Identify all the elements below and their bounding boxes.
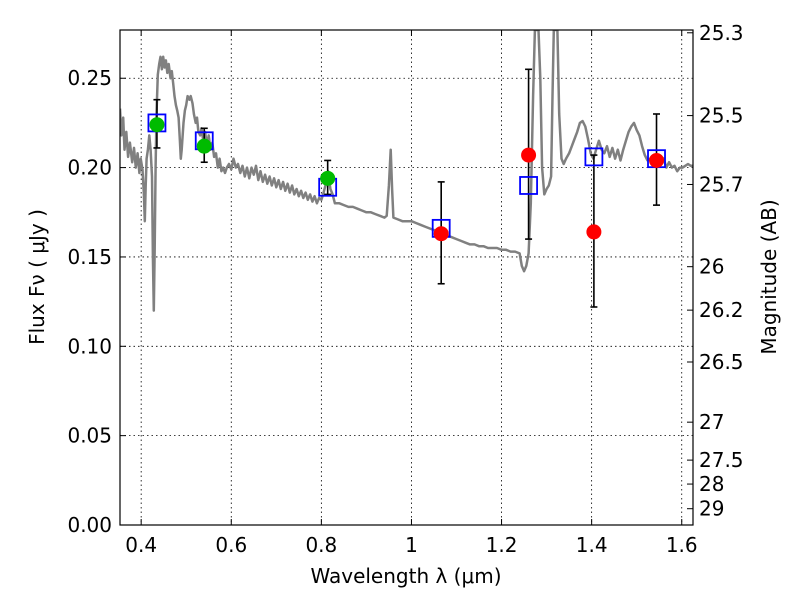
photometry-point (521, 147, 537, 163)
x-tick-label: 1.2 (486, 533, 518, 557)
photometry-point (433, 226, 449, 242)
magnitude-tick-label: 28 (699, 472, 724, 496)
x-tick-label: 1.6 (666, 533, 698, 557)
x-tick-label: 1 (405, 533, 418, 557)
photometry-point (320, 170, 336, 186)
y-tick-label: 0.20 (67, 156, 112, 180)
photometry-point (149, 117, 165, 133)
photometry-point (649, 152, 665, 168)
magnitude-tick-label: 29 (699, 497, 724, 521)
photometry-point (586, 224, 602, 240)
model-band-square (519, 176, 538, 195)
magnitude-tick-label: 25.3 (699, 21, 744, 45)
photometry-points (149, 117, 665, 242)
magnitude-axis-label: Magnitude (AB) (757, 199, 781, 354)
error-bars (153, 68, 661, 308)
magnitude-tick-label: 27.5 (699, 448, 744, 472)
x-tick-label: 0.4 (125, 533, 157, 557)
y-tick-label: 0.05 (67, 424, 112, 448)
x-tick-label: 1.4 (576, 533, 608, 557)
magnitude-tick-label: 25.7 (699, 172, 744, 196)
x-axis-label: Wavelength λ (μm) (310, 564, 501, 588)
y-tick-label: 0.25 (67, 66, 112, 90)
x-axis-ticks: 0.4 0.6 0.8 1 1.2 1.4 1.6 (125, 30, 698, 557)
model-band-square (584, 147, 604, 167)
photometry-point (196, 138, 212, 154)
grid (120, 30, 693, 526)
y-axis-label: Flux Fν ( μJy ) (25, 209, 49, 345)
x-tick-label: 0.8 (305, 533, 337, 557)
y-tick-label: 0.10 (67, 334, 112, 358)
y-axis-ticks: 0.00 0.05 0.10 0.15 0.20 0.25 (67, 66, 126, 537)
magnitude-tick-label: 27 (699, 410, 724, 434)
magnitude-tick-label: 25.5 (699, 104, 744, 128)
y-tick-label: 0.15 (67, 245, 112, 269)
magnitude-tick-label: 26.5 (699, 350, 744, 374)
magnitude-tick-label: 26.2 (699, 298, 744, 322)
magnitude-tick-label: 26 (699, 255, 724, 279)
y-tick-label: 0.00 (67, 513, 112, 537)
x-tick-label: 0.6 (215, 533, 247, 557)
plot-frame (119, 29, 694, 526)
